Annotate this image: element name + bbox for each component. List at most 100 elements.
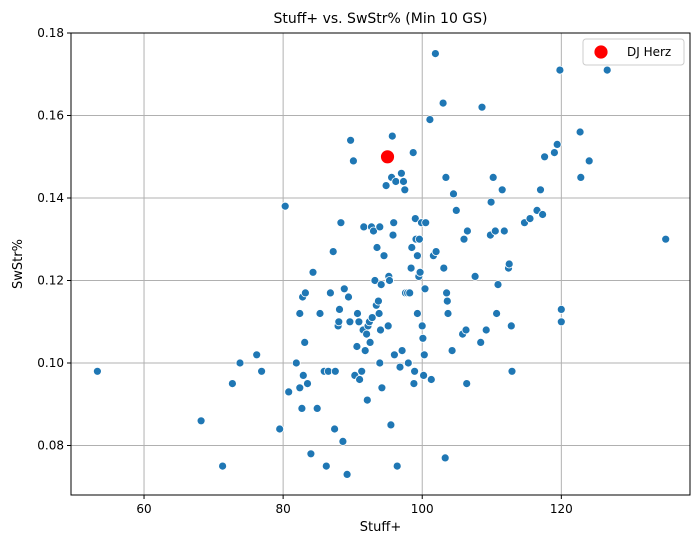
x-tick-label: 80	[275, 502, 290, 516]
scatter-point	[442, 288, 452, 298]
scatter-point	[412, 309, 422, 318]
scatter-point	[391, 177, 401, 186]
scatter-point	[386, 420, 396, 430]
scatter-point	[308, 267, 318, 277]
scatter-point	[439, 263, 449, 273]
scatter-point	[315, 309, 325, 318]
scatter-point	[395, 362, 405, 372]
scatter-point	[338, 436, 348, 446]
scatter-point	[218, 461, 228, 471]
scatter-point	[227, 379, 237, 389]
scatter-point	[403, 358, 413, 368]
points-layer	[93, 49, 671, 479]
scatter-point	[257, 366, 267, 376]
scatter-point	[330, 366, 340, 376]
y-tick-label: 0.10	[37, 356, 64, 370]
scatter-point	[300, 288, 310, 298]
scatter-point	[335, 304, 344, 314]
scatter-point	[488, 172, 498, 182]
scatter-point	[303, 379, 312, 389]
scatter-point	[556, 304, 566, 314]
scatter-point	[196, 416, 206, 426]
scatter-point	[552, 139, 562, 149]
scatter-point	[507, 366, 517, 376]
scatter-point	[365, 337, 375, 347]
legend-label: DJ Herz	[627, 45, 671, 59]
y-tick-label: 0.08	[37, 439, 64, 453]
scatter-point	[449, 189, 458, 199]
scatter-point	[417, 321, 427, 331]
scatter-point	[461, 325, 471, 335]
scatter-point	[369, 226, 378, 236]
scatter-point	[410, 366, 420, 376]
scatter-point	[388, 230, 398, 240]
scatter-point	[499, 226, 509, 236]
scatter-point	[280, 201, 290, 211]
scatter-point	[462, 379, 472, 389]
scatter-point	[300, 337, 310, 347]
scatter-point	[321, 461, 331, 471]
scatter-point	[362, 395, 372, 405]
scatter-point	[400, 185, 410, 195]
scatter-point	[360, 346, 370, 356]
scatter-point	[425, 115, 435, 124]
y-tick-label: 0.14	[37, 191, 64, 205]
scatter-point	[297, 403, 307, 413]
scatter-point	[409, 379, 419, 389]
y-tick-label: 0.18	[37, 26, 64, 40]
grid-layer	[71, 32, 690, 495]
legend-box	[582, 38, 685, 66]
scatter-point	[328, 247, 338, 257]
scatter-point	[370, 276, 380, 285]
x-tick-label: 100	[411, 502, 434, 516]
scatter-point	[389, 350, 399, 360]
plot-area-border	[70, 32, 691, 496]
scatter-point	[385, 276, 394, 285]
scatter-point	[392, 461, 402, 471]
scatter-point	[353, 309, 362, 318]
scatter-point	[441, 172, 451, 182]
scatter-point	[476, 337, 486, 347]
scatter-point	[359, 222, 369, 232]
scatter-point	[414, 234, 424, 244]
scatter-point	[355, 375, 365, 384]
scatter-point	[408, 148, 418, 158]
scatter-point	[397, 346, 407, 356]
scatter-point	[377, 383, 387, 393]
legend: DJ Herz	[582, 38, 685, 66]
scatter-point	[376, 325, 385, 335]
scatter-point	[540, 152, 549, 162]
scatter-point	[275, 424, 285, 434]
scatter-point	[295, 383, 305, 393]
chart-title: Stuff+ vs. SwStr% (Min 10 GS)	[274, 11, 488, 27]
scatter-point	[383, 321, 393, 331]
scatter-point	[497, 185, 507, 195]
scatter-point	[405, 288, 415, 298]
scatter-point	[538, 210, 547, 219]
scatter-point	[492, 309, 502, 318]
scatter-point	[336, 218, 346, 228]
scatter-point	[372, 243, 382, 252]
scatter-point	[348, 156, 358, 166]
scatter-point	[291, 358, 301, 368]
scatter-point	[389, 218, 399, 228]
scatter-point	[481, 325, 491, 335]
highlight-point	[380, 149, 395, 165]
scatter-point	[556, 317, 566, 327]
x-axis-title: Stuff+	[360, 520, 401, 535]
scatter-point	[352, 342, 362, 351]
scatter-point	[381, 181, 391, 191]
scatter-point	[550, 148, 559, 158]
scatter-point	[477, 102, 487, 112]
scatter-point	[367, 313, 377, 323]
scatter-point	[470, 271, 480, 281]
scatter-point	[459, 234, 469, 244]
scatter-point	[661, 234, 671, 244]
scatter-point	[387, 131, 397, 141]
x-tick-label: 120	[550, 502, 573, 516]
scatter-point	[421, 218, 431, 228]
scatter-point	[420, 284, 430, 294]
scatter-point	[399, 177, 408, 186]
scatter-point	[345, 317, 355, 327]
